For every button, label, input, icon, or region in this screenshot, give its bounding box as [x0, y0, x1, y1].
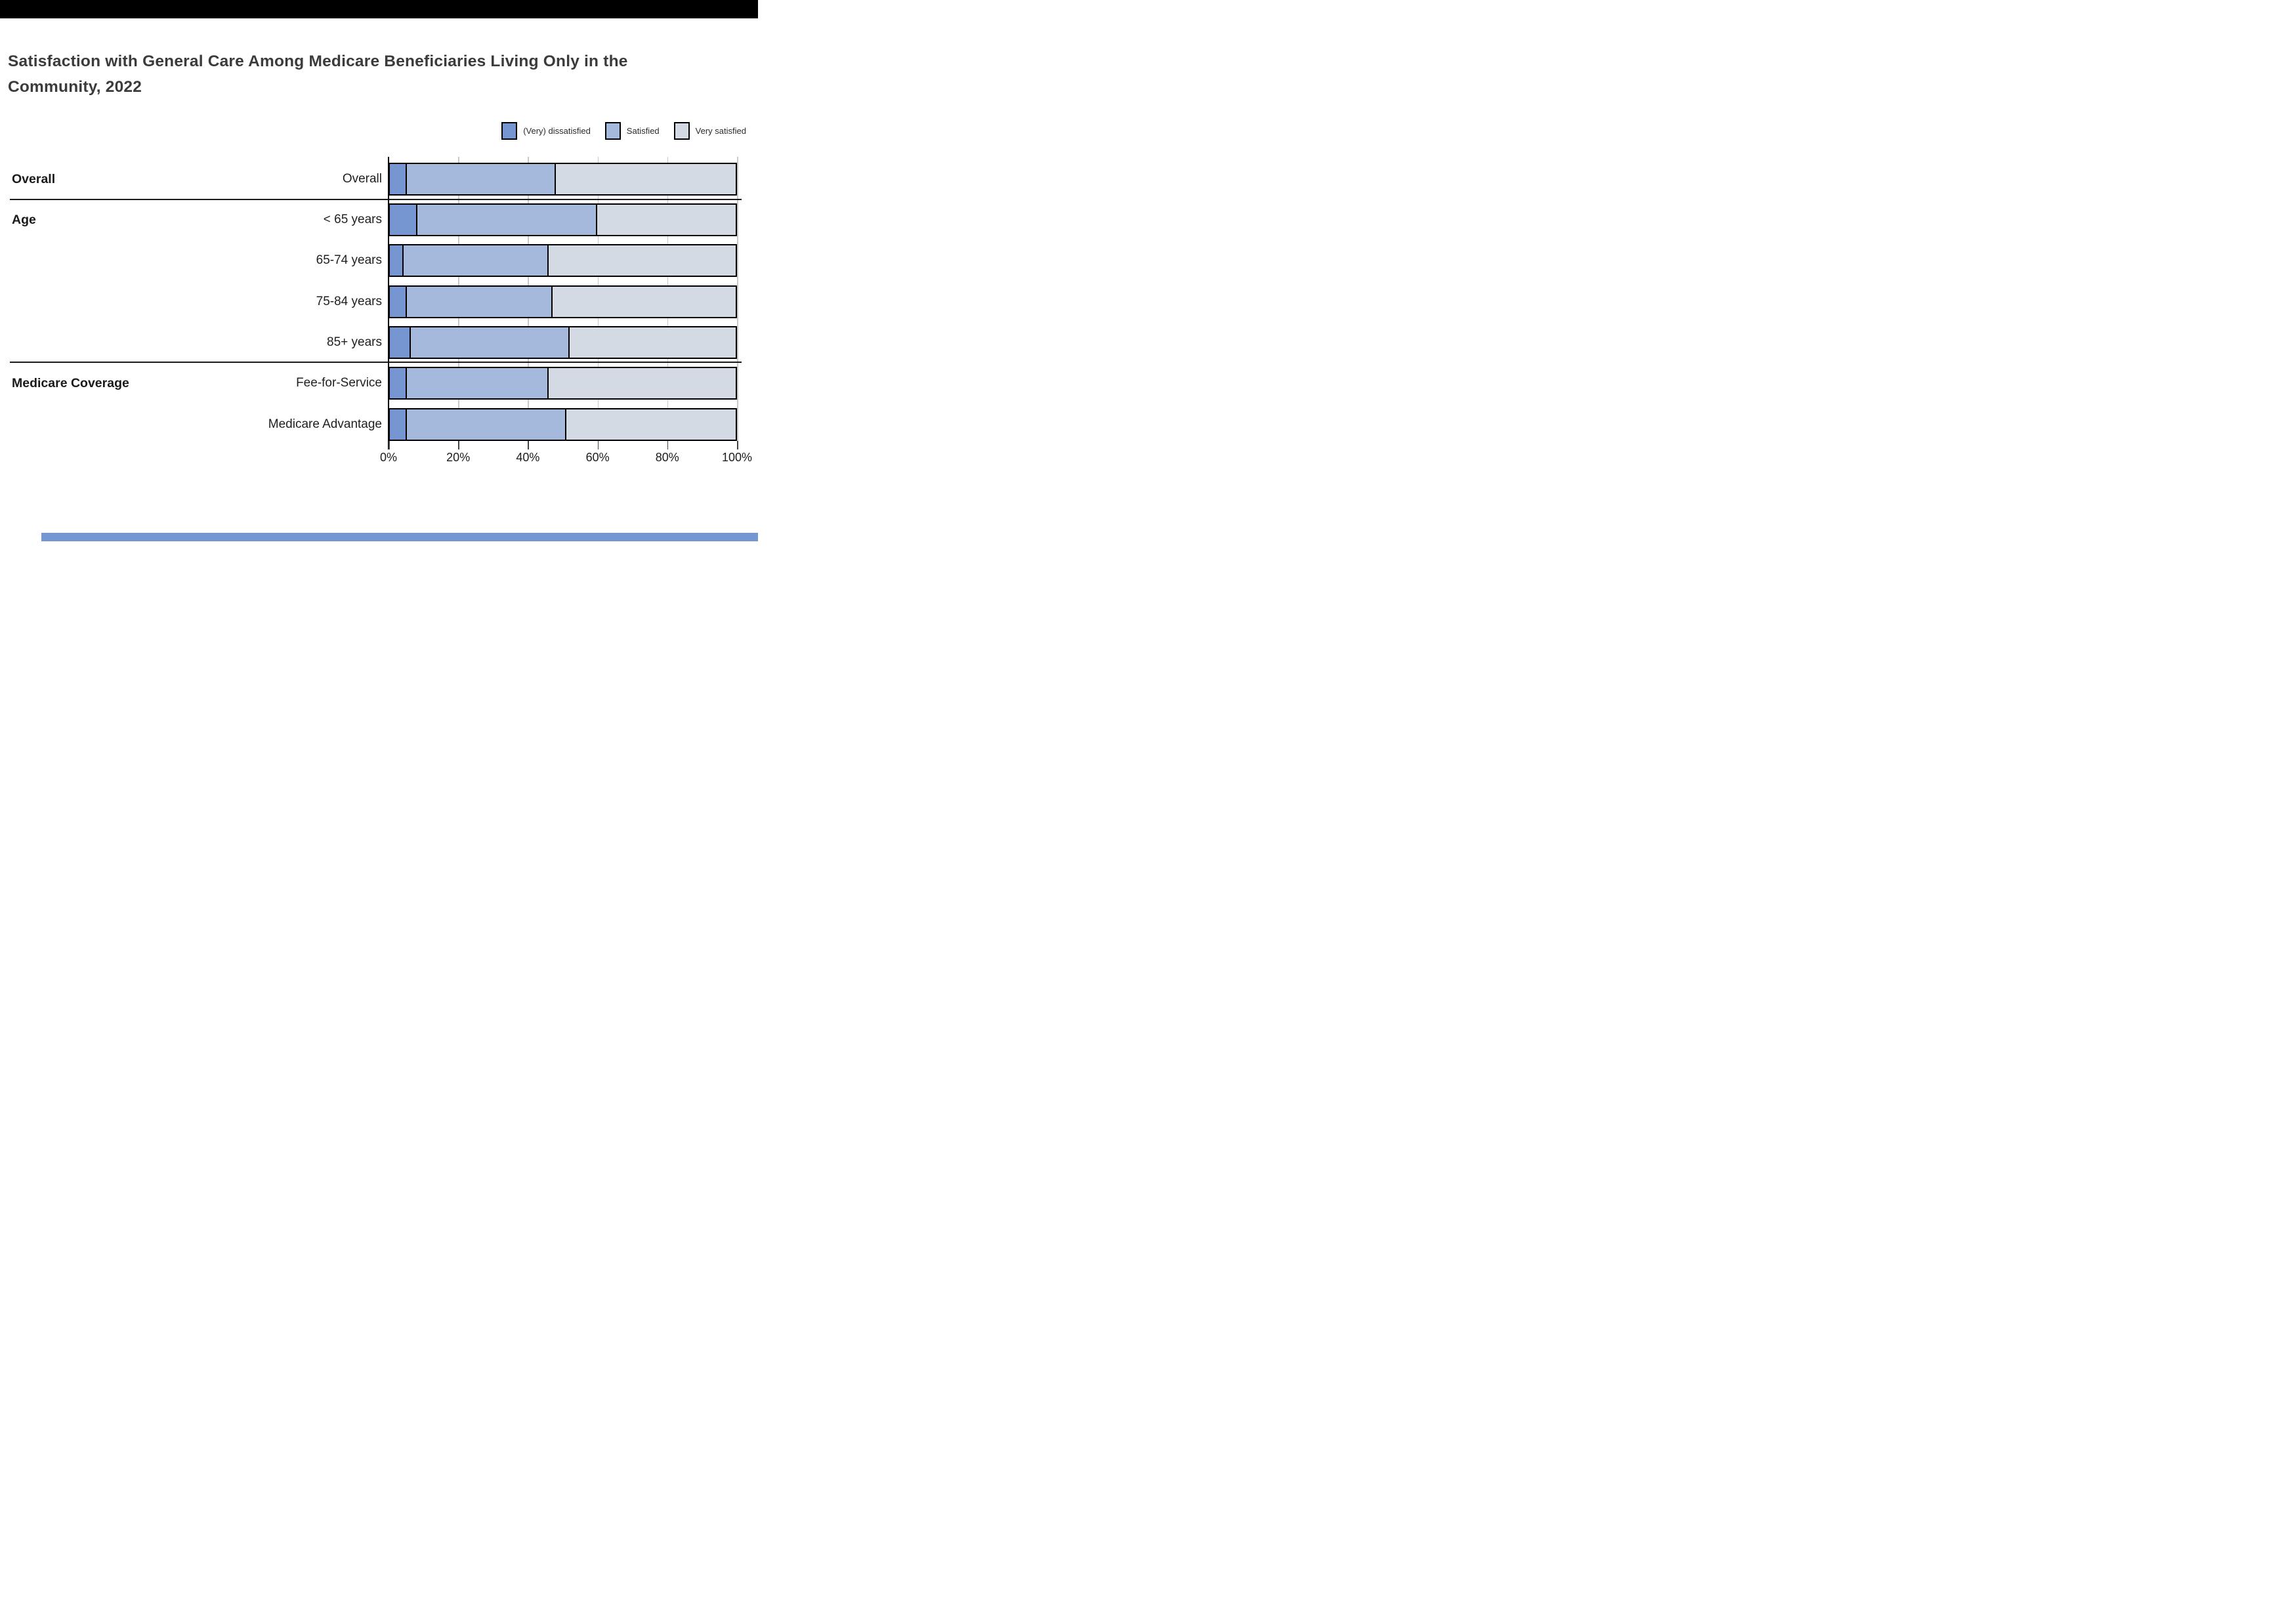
x-axis-tick-label: 100%	[721, 451, 753, 464]
row-label: Overall	[342, 172, 382, 186]
group-label-medicare-coverage: Medicare Coverage	[12, 376, 129, 390]
stacked-bar	[389, 285, 737, 318]
bar-segment-very-satisfied	[552, 287, 736, 317]
group-separator	[10, 199, 742, 200]
chart-title: Satisfaction with General Care Among Med…	[8, 52, 628, 96]
group-label-overall: Overall	[12, 172, 56, 186]
stacked-bar	[389, 367, 737, 400]
x-axis-tick	[458, 441, 459, 449]
stacked-bar	[389, 326, 737, 359]
x-axis-tick-label: 80%	[655, 451, 679, 464]
bar-row-overall: Overall	[0, 163, 758, 196]
chart-canvas: Satisfaction with General Care Among Med…	[0, 0, 758, 541]
group-label-age: Age	[12, 213, 36, 227]
legend-swatch-very-satisfied-icon	[673, 122, 690, 140]
legend-item-satisfied: Satisfied	[604, 122, 660, 140]
legend: (Very) dissatisfied Satisfied Very satis…	[501, 122, 746, 140]
legend-swatch-satisfied-icon	[604, 122, 621, 140]
stacked-bar	[389, 163, 737, 196]
bar-segment-satisfied	[407, 409, 566, 440]
bar-segment-dissatisfied	[390, 327, 411, 358]
x-axis-labels: 0% 20% 40% 60% 80% 100%	[380, 451, 752, 467]
row-label: Fee-for-Service	[296, 376, 382, 390]
stacked-bar	[389, 408, 737, 441]
bar-row-65-74: 65-74 years	[0, 244, 758, 277]
x-axis-ticks	[389, 441, 738, 449]
bar-segment-satisfied	[417, 205, 598, 235]
bar-row-75-84: 75-84 years	[0, 285, 758, 318]
x-axis-tick	[528, 441, 529, 449]
row-label: < 65 years	[323, 213, 382, 226]
stacked-bar	[389, 203, 737, 236]
row-label: 65-74 years	[316, 253, 382, 267]
x-axis-tick	[597, 441, 599, 449]
legend-label: (Very) dissatisfied	[523, 126, 591, 136]
bar-segment-very-satisfied	[566, 409, 736, 440]
bar-segment-very-satisfied	[570, 327, 736, 358]
bar-row-fee-for-service: Fee-for-Service	[0, 367, 758, 400]
bottom-partial-bar	[41, 533, 758, 541]
bar-segment-satisfied	[404, 245, 549, 276]
row-label: Medicare Advantage	[268, 417, 382, 431]
bar-segment-very-satisfied	[555, 164, 736, 194]
x-axis-tick-label: 20%	[446, 451, 471, 464]
bar-row-under-65: < 65 years	[0, 203, 758, 236]
bar-segment-dissatisfied	[390, 409, 408, 440]
legend-item-very-satisfied: Very satisfied	[673, 122, 746, 140]
group-separator	[10, 362, 742, 363]
bar-segment-very-satisfied	[549, 245, 736, 276]
bar-row-85-plus: 85+ years	[0, 326, 758, 359]
bar-segment-satisfied	[407, 164, 556, 194]
x-axis-tick	[389, 441, 390, 449]
x-axis-tick-label: 60%	[585, 451, 610, 464]
bar-segment-very-satisfied	[549, 368, 736, 398]
row-label: 75-84 years	[316, 295, 382, 308]
top-black-bar	[0, 0, 758, 18]
bar-segment-dissatisfied	[390, 245, 404, 276]
row-label: 85+ years	[327, 335, 382, 349]
x-axis-tick-label: 40%	[516, 451, 540, 464]
bar-row-medicare-advantage: Medicare Advantage	[0, 408, 758, 441]
legend-label: Very satisfied	[695, 126, 746, 136]
bar-segment-satisfied	[407, 287, 553, 317]
bar-segment-very-satisfied	[597, 205, 736, 235]
bar-segment-dissatisfied	[390, 205, 418, 235]
legend-item-dissatisfied: (Very) dissatisfied	[501, 122, 591, 140]
bar-segment-satisfied	[410, 327, 570, 358]
bar-segment-dissatisfied	[390, 287, 408, 317]
x-axis-tick-label: 0%	[379, 451, 398, 464]
x-axis-tick	[737, 441, 738, 449]
legend-label: Satisfied	[626, 126, 660, 136]
bar-segment-dissatisfied	[390, 368, 408, 398]
legend-swatch-dissatisfied-icon	[501, 122, 518, 140]
gridline	[737, 157, 738, 441]
bar-segment-dissatisfied	[390, 164, 408, 194]
bar-segment-satisfied	[407, 368, 549, 398]
stacked-bar	[389, 244, 737, 277]
x-axis-tick	[667, 441, 669, 449]
